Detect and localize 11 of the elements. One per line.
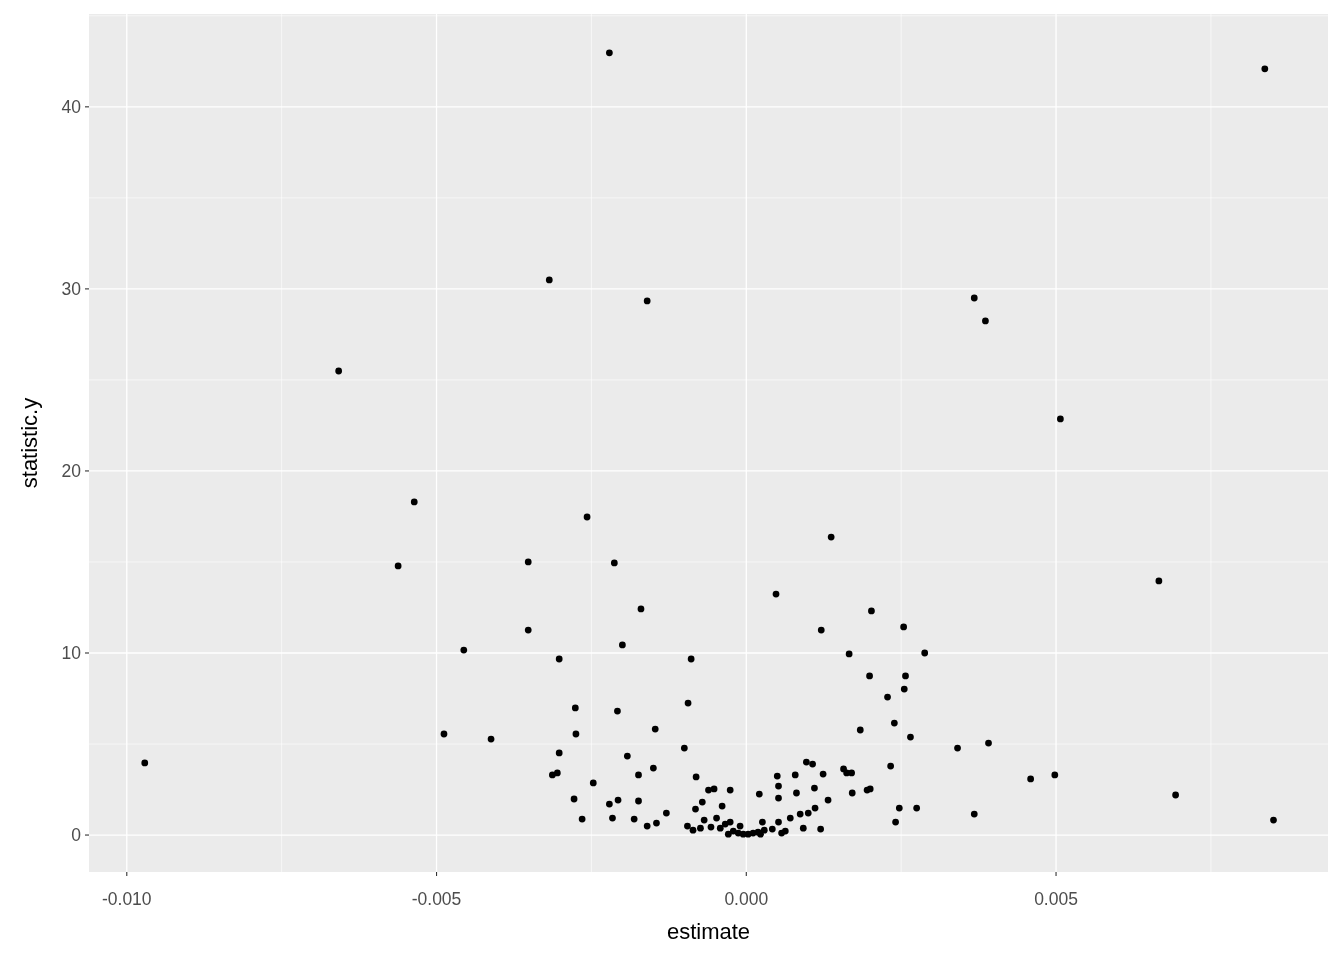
x-tick-label: 0.005 [1034, 889, 1078, 909]
y-tick-label: 20 [61, 461, 82, 482]
y-tick-label: 10 [61, 643, 82, 664]
x-axis-title: estimate [666, 919, 751, 944]
x-tick-label: -0.010 [101, 889, 152, 909]
y-tick-label: 40 [61, 96, 82, 117]
y-tick-label: 0 [71, 825, 82, 846]
y-tick-label: 30 [61, 279, 82, 300]
y-axis-title: statistic.y [17, 397, 42, 489]
x-tick-label: -0.005 [411, 889, 462, 909]
x-tick-label: 0.000 [724, 889, 769, 909]
